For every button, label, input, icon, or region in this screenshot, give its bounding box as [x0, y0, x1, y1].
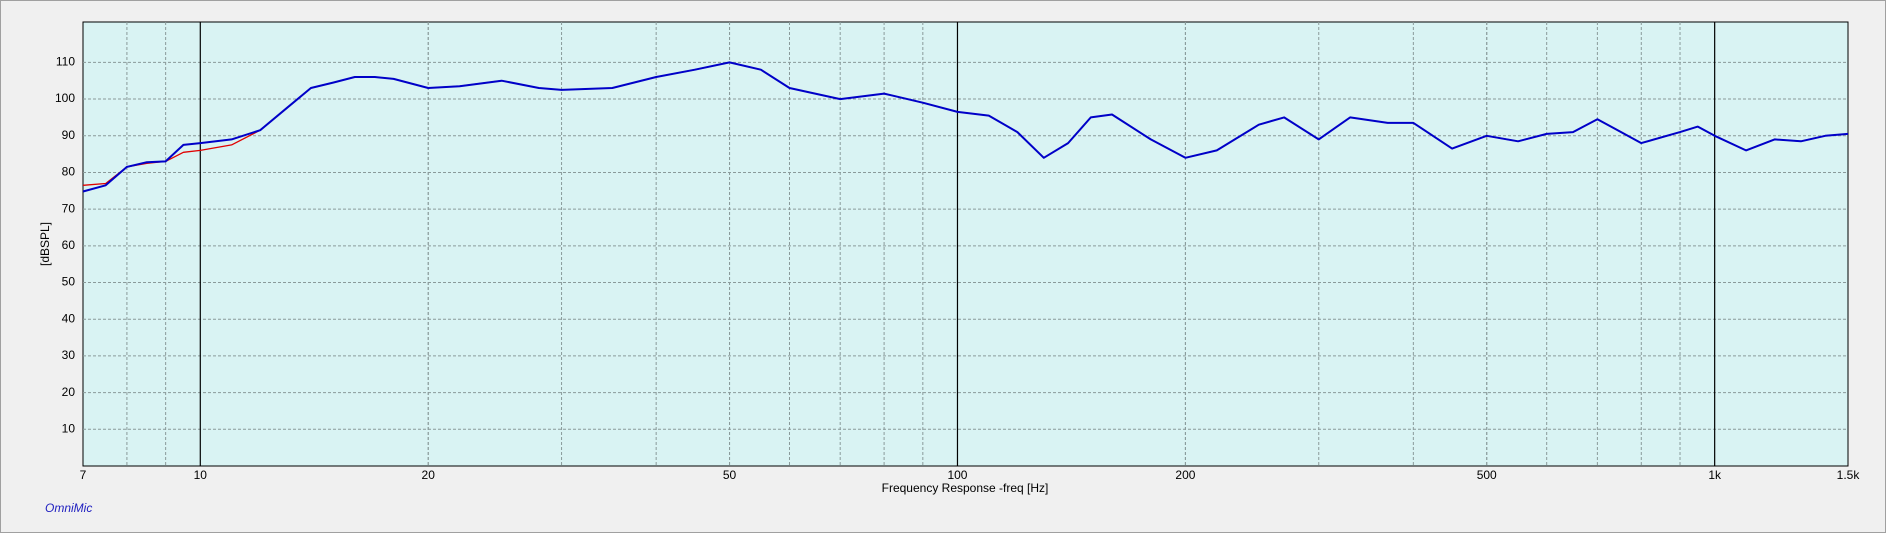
- x-tick-label: 500: [1477, 468, 1497, 482]
- y-axis-label: [dBSPL]: [38, 222, 52, 266]
- y-tick-label: 100: [55, 91, 75, 105]
- y-tick-label: 60: [62, 238, 76, 252]
- y-tick-label: 70: [62, 201, 76, 215]
- x-axis-label: Frequency Response -freq [Hz]: [882, 481, 1049, 495]
- watermark: OmniMic: [45, 501, 92, 515]
- y-tick-label: 90: [62, 128, 76, 142]
- plot-area: [82, 21, 1849, 467]
- y-tick-label: 40: [62, 311, 76, 325]
- y-tick-label: 50: [62, 275, 76, 289]
- x-tick-label: 20: [422, 468, 436, 482]
- x-tick-label: 50: [723, 468, 737, 482]
- x-tick-label: 1.5k: [1837, 468, 1861, 482]
- x-tick-label: 1k: [1708, 468, 1722, 482]
- x-tick-label: 10: [194, 468, 208, 482]
- y-tick-label: 80: [62, 165, 76, 179]
- y-tick-label: 20: [62, 385, 76, 399]
- y-tick-label: 30: [62, 348, 76, 362]
- y-tick-label: 10: [62, 421, 76, 435]
- x-tick-label: 200: [1175, 468, 1195, 482]
- y-tick-label: 110: [56, 55, 75, 69]
- series-line: [82, 61, 1849, 193]
- x-tick-label: 7: [80, 468, 87, 482]
- x-tick-label: 100: [947, 468, 967, 482]
